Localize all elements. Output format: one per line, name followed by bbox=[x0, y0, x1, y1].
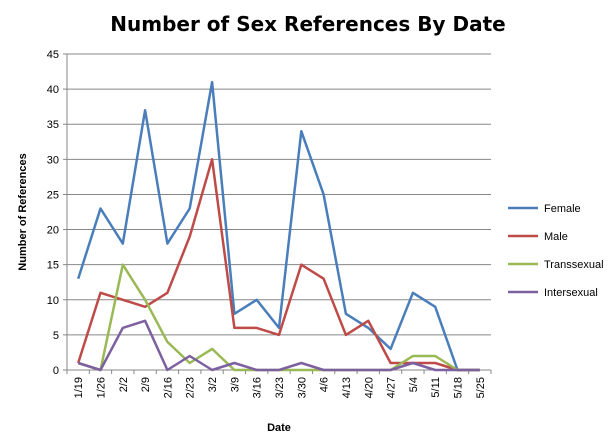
legend-label: Transsexual bbox=[544, 259, 604, 271]
x-tick-label: 4/6 bbox=[319, 377, 331, 392]
x-tick-label: 3/16 bbox=[252, 377, 264, 398]
x-tick-label: 3/2 bbox=[207, 377, 219, 392]
x-tick-label: 5/18 bbox=[453, 377, 465, 398]
legend-item-female: Female bbox=[508, 203, 581, 215]
x-axis-ticks: 1/19 1/26 2/2 2/9 2/16 2/23 3/2 3/9 3/16 3/23 3/30… bbox=[66, 370, 492, 398]
x-tick-label: 2/9 bbox=[140, 377, 152, 392]
x-axis-title: Date bbox=[267, 422, 291, 434]
y-tick-label: 5 bbox=[53, 330, 59, 342]
x-tick-label: 5/25 bbox=[475, 377, 487, 398]
x-tick-label: 5/4 bbox=[408, 377, 420, 392]
legend-item-male: Male bbox=[508, 231, 568, 243]
x-tick-label: 4/27 bbox=[386, 377, 398, 398]
y-tick-label: 40 bbox=[47, 84, 59, 96]
series-line-female bbox=[77, 80, 480, 372]
x-tick-label: 1/19 bbox=[73, 377, 85, 398]
x-tick-label: 1/26 bbox=[95, 377, 107, 398]
y-tick-label: 35 bbox=[47, 119, 59, 131]
y-tick-label: 0 bbox=[53, 365, 59, 377]
y-tick-label: 30 bbox=[47, 154, 59, 166]
y-tick-label: 25 bbox=[47, 189, 59, 201]
x-tick-label: 2/23 bbox=[185, 377, 197, 398]
y-tick-label: 20 bbox=[47, 225, 59, 237]
series-line-intersexual bbox=[77, 319, 480, 372]
x-tick-label: 4/20 bbox=[363, 377, 375, 398]
x-tick-label: 5/11 bbox=[430, 377, 442, 398]
series-lines bbox=[77, 80, 480, 372]
legend-item-intersexual: Intersexual bbox=[508, 287, 598, 299]
x-tick-label: 2/2 bbox=[118, 377, 130, 392]
x-tick-label: 3/23 bbox=[274, 377, 286, 398]
legend-item-transsexual: Transsexual bbox=[508, 259, 604, 271]
legend-label: Intersexual bbox=[544, 287, 598, 299]
y-tick-label: 15 bbox=[47, 260, 59, 272]
x-tick-label: 3/30 bbox=[296, 377, 308, 398]
x-tick-label: 4/13 bbox=[341, 377, 353, 398]
y-axis-title: Number of References bbox=[17, 153, 29, 270]
legend-label: Female bbox=[544, 203, 581, 215]
x-tick-label: 3/9 bbox=[229, 377, 241, 392]
y-tick-label: 45 bbox=[47, 49, 59, 61]
legend: Female Male Transsexual Intersexual bbox=[508, 203, 604, 299]
chart-title: Number of Sex References By Date bbox=[110, 12, 505, 36]
x-tick-label: 2/16 bbox=[162, 377, 174, 398]
y-axis-ticks: 0 5 10 15 20 25 30 35 40 45 bbox=[47, 49, 67, 377]
legend-label: Male bbox=[544, 231, 568, 243]
y-tick-label: 10 bbox=[47, 295, 59, 307]
